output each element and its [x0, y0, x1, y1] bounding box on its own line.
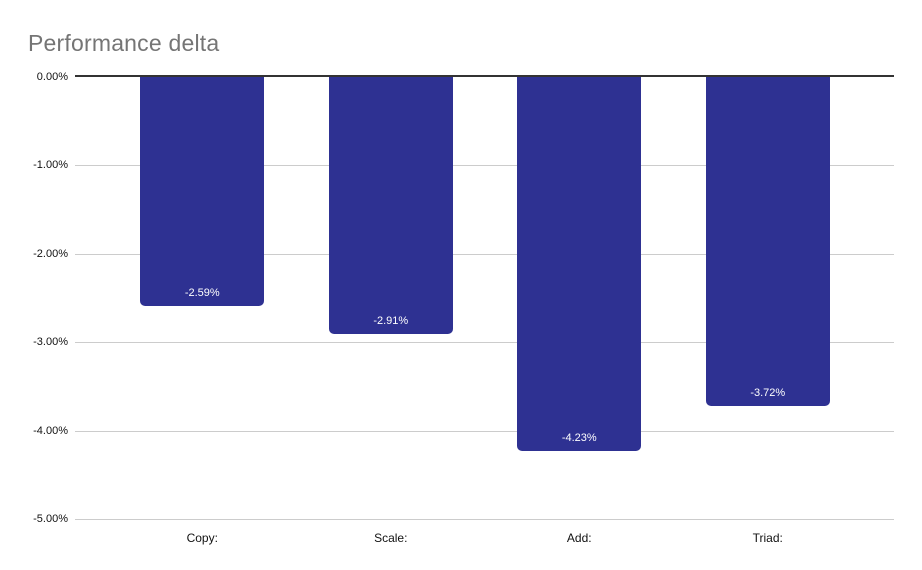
y-axis-tick-label: -5.00%	[33, 513, 68, 525]
bar-copy: -2.59%	[140, 77, 265, 306]
x-axis-category-label: Triad:	[752, 531, 783, 545]
gridline	[75, 165, 894, 167]
gridline	[75, 430, 894, 432]
bar-add: -4.23%	[517, 77, 642, 451]
x-axis-category-label: Add:	[566, 531, 592, 545]
y-axis-tick-label: -2.00%	[33, 247, 68, 260]
gridline	[75, 253, 894, 255]
bar-value-label: -3.72%	[750, 386, 786, 399]
x-axis-category-label: Scale:	[374, 531, 408, 545]
y-axis-tick-label: 0.00%	[36, 71, 68, 83]
y-axis-tick-label: -3.00%	[33, 336, 68, 349]
bar-value-label: -2.59%	[184, 286, 220, 299]
bar-triad: -3.72%	[705, 77, 830, 406]
bar-scale: -2.91%	[328, 77, 453, 335]
zero-axis-line	[75, 75, 894, 77]
gridline	[75, 519, 894, 520]
bar-value-label: -4.23%	[561, 431, 597, 444]
chart-title: Performance delta	[28, 30, 220, 56]
x-axis-category-label: Copy:	[186, 531, 218, 545]
bar-value-label: -2.91%	[373, 315, 409, 328]
gridline	[75, 342, 894, 344]
y-axis-tick-label: -1.00%	[33, 159, 68, 172]
y-axis-tick-label: -4.00%	[33, 424, 68, 437]
